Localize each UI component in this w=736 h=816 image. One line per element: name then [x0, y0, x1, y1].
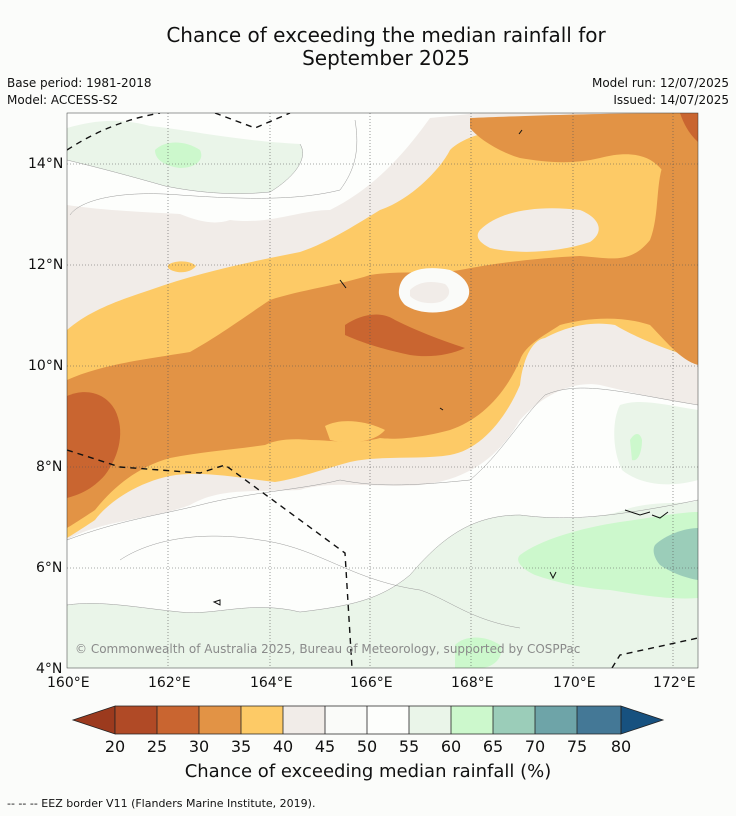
- colorbar-label: 70: [524, 737, 546, 756]
- colorbar-bin-25-30: [157, 706, 199, 734]
- colorbar: [71, 705, 665, 735]
- region-60-65-small: [630, 434, 642, 461]
- colorbar-bin-30-35: [199, 706, 241, 734]
- map-title-line-1: Chance of exceeding the median rainfall …: [166, 23, 606, 47]
- colorbar-label: 20: [104, 737, 126, 756]
- region-30-35-west: [67, 392, 121, 498]
- colorbar-label: 65: [482, 737, 504, 756]
- colorbar-bin-55-60: [409, 706, 451, 734]
- region-40-45-blob-1: [168, 261, 196, 273]
- colorbar-label: 80: [610, 737, 632, 756]
- model-run-text: Model run: 12/07/2025: [591, 76, 729, 90]
- colorbar-bin-40-45: [283, 706, 325, 734]
- colorbar-label: 25: [146, 737, 168, 756]
- region-55-60-south: [67, 500, 698, 668]
- region-55-60-east: [614, 402, 698, 485]
- colorbar-bin-60-65: [451, 706, 493, 734]
- island-outlines: [212, 129, 669, 606]
- y-tick-label: 6°N: [36, 560, 63, 576]
- colorbar-label: 60: [440, 737, 462, 756]
- colorbar-bin-45-50: [325, 706, 367, 734]
- colorbar-bin-65-70: [493, 706, 535, 734]
- colorbar-label: 50: [356, 737, 378, 756]
- region-30-35-central: [345, 314, 465, 357]
- region-45-50-hole-rim: [410, 282, 450, 304]
- copyright-notice: © Commonwealth of Australia 2025, Bureau…: [75, 642, 581, 656]
- contour-lines: [67, 119, 698, 629]
- x-tick-label: 168°E: [451, 675, 494, 691]
- eez-border-footnote: -- -- -- EEZ border V11 (Flanders Marine…: [7, 797, 316, 810]
- colorbar-extension-low: [71, 705, 116, 735]
- rainfall-probability-field: [67, 113, 698, 668]
- colorbar-bin-75-80: [577, 706, 621, 734]
- y-tick-label: 4°N: [36, 661, 63, 677]
- region-60-65-south: [455, 637, 502, 668]
- map-title-line-2: September 2025: [302, 46, 470, 70]
- eez-border-lines: [67, 113, 698, 668]
- x-tick-label: 162°E: [148, 675, 191, 691]
- colorbar-title: Chance of exceeding median rainfall (%): [184, 761, 552, 782]
- region-65-70: [653, 528, 698, 580]
- model-name-text: Model: ACCESS-S2: [7, 93, 119, 107]
- x-tick-label: 172°E: [653, 675, 696, 691]
- issued-date-text: Issued: 14/07/2025: [613, 93, 729, 107]
- x-tick-label: 160°E: [47, 675, 90, 691]
- colorbar-label: 55: [398, 737, 420, 756]
- colorbar-bin-20-25: [115, 706, 157, 734]
- x-tick-label: 164°E: [250, 675, 293, 691]
- colorbar-label: 75: [566, 737, 588, 756]
- map-frame: [66, 112, 699, 669]
- region-35-40-northeast: [470, 113, 698, 210]
- y-tick-label: 10°N: [28, 358, 64, 374]
- y-tick-label: 8°N: [36, 459, 63, 475]
- y-tick-label: 12°N: [28, 257, 64, 273]
- x-tick-label: 170°E: [553, 675, 596, 691]
- colorbar-bin-50-55: [367, 706, 409, 734]
- colorbar-label: 30: [188, 737, 210, 756]
- colorbar-label: 35: [230, 737, 252, 756]
- base-period-text: Base period: 1981-2018: [7, 76, 152, 90]
- colorbar-label: 40: [272, 737, 294, 756]
- colorbar-bin-70-75: [535, 706, 577, 734]
- x-tick-label: 166°E: [350, 675, 393, 691]
- y-tick-label: 14°N: [28, 156, 64, 172]
- region-60-65-northwest: [155, 142, 202, 168]
- map-gridlines: [67, 113, 698, 668]
- region-45-50-island: [477, 208, 599, 252]
- region-30-35-northeast: [680, 113, 698, 142]
- region-60-65-east: [518, 512, 698, 599]
- colorbar-extension-high: [620, 705, 665, 735]
- colorbar-label: 45: [314, 737, 336, 756]
- colorbar-bin-35-40: [241, 706, 283, 734]
